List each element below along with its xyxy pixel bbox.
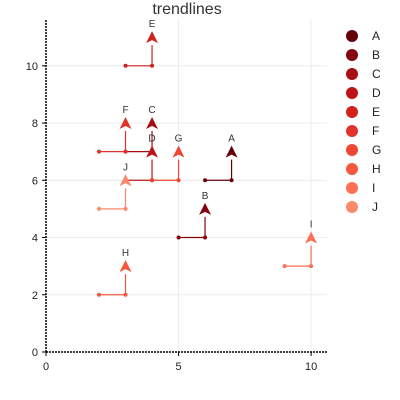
data-point: [150, 63, 155, 68]
legend-label: G: [372, 143, 381, 157]
series-i: I: [282, 220, 318, 269]
legend-marker: [346, 125, 358, 137]
legend-item-c: C: [346, 67, 381, 81]
legend-item-f: F: [346, 124, 379, 138]
data-point: [97, 149, 102, 154]
arrowhead: [225, 145, 238, 158]
y-tick-label: 2: [32, 290, 38, 302]
data-point: [123, 206, 128, 211]
point-label: C: [148, 105, 155, 116]
data-point: [97, 206, 102, 211]
data-point: [309, 264, 314, 269]
legend-marker: [346, 163, 358, 175]
legend-label: F: [372, 124, 379, 138]
series-g: G: [150, 134, 185, 183]
y-tick-label: 0: [32, 347, 38, 359]
legend-item-b: B: [346, 48, 380, 62]
point-label: J: [123, 162, 128, 173]
arrowhead: [146, 145, 159, 158]
y-tick-label: 4: [32, 233, 38, 245]
data-point: [123, 292, 128, 297]
legend-label: H: [372, 162, 381, 176]
plot-area: 0 5 10 0 2 4 6 8 10 A B C D E F G H I J: [26, 19, 327, 373]
series-e: E: [123, 19, 159, 68]
point-label: I: [310, 220, 313, 231]
legend-item-j: J: [346, 200, 378, 214]
series-j: J: [97, 162, 132, 211]
x-tick-label: 5: [175, 361, 181, 373]
arrowhead: [146, 117, 159, 130]
data-point: [282, 264, 287, 269]
data-point: [97, 292, 102, 297]
series-a: A: [203, 134, 238, 183]
series-b: B: [176, 191, 212, 240]
arrowhead: [172, 145, 185, 158]
y-tick-label: 6: [32, 175, 38, 187]
legend-marker: [346, 144, 358, 156]
arrowhead: [305, 231, 318, 244]
data-point: [229, 178, 234, 183]
legend-item-g: G: [346, 143, 381, 157]
legend-item-i: I: [346, 181, 375, 195]
point-label: A: [228, 134, 235, 145]
data-point: [123, 63, 128, 68]
point-label: H: [122, 248, 129, 259]
series-h: H: [97, 248, 132, 297]
legend-label: B: [372, 48, 380, 62]
data-point: [123, 149, 128, 154]
plot-background: [46, 20, 327, 352]
legend-item-a: A: [346, 29, 380, 43]
data-point: [203, 235, 208, 240]
legend-marker: [346, 68, 358, 80]
arrowhead: [119, 260, 132, 273]
legend-label: A: [372, 29, 380, 43]
arrowhead: [119, 174, 132, 187]
legend-marker: [346, 30, 358, 42]
legend-marker: [346, 87, 358, 99]
legend-label: D: [372, 86, 381, 100]
legend-marker: [346, 182, 358, 194]
arrowhead: [199, 202, 212, 215]
point-label: B: [202, 191, 209, 202]
x-tick-label: 10: [305, 361, 317, 373]
legend-item-d: D: [346, 86, 381, 100]
point-label: E: [149, 19, 156, 30]
data-point: [150, 178, 155, 183]
point-label: F: [122, 105, 128, 116]
point-label: D: [148, 134, 155, 145]
legend-item-e: E: [346, 105, 380, 119]
x-tick-label: 0: [43, 361, 49, 373]
y-tick-label: 10: [26, 61, 38, 73]
point-label: G: [175, 134, 183, 145]
legend-label: I: [372, 181, 375, 195]
legend-marker: [346, 201, 358, 213]
legend-label: J: [372, 200, 378, 214]
legend-marker: [346, 49, 358, 61]
legend-label: E: [372, 105, 380, 119]
series-f: F: [97, 105, 132, 154]
data-point: [176, 235, 181, 240]
arrowhead: [146, 31, 159, 44]
chart-title: trendlines: [152, 1, 221, 18]
legend-item-h: H: [346, 162, 381, 176]
legend-label: C: [372, 67, 381, 81]
data-point: [203, 178, 208, 183]
data-point: [176, 178, 181, 183]
arrowhead: [119, 117, 132, 130]
legend-marker: [346, 106, 358, 118]
y-tick-label: 8: [32, 118, 38, 130]
